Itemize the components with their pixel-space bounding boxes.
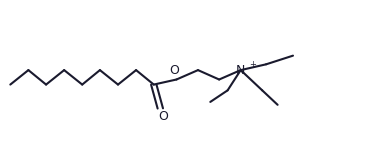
Text: +: + — [249, 60, 256, 69]
Text: O: O — [169, 64, 179, 77]
Text: O: O — [158, 110, 168, 123]
Text: N: N — [236, 64, 245, 77]
